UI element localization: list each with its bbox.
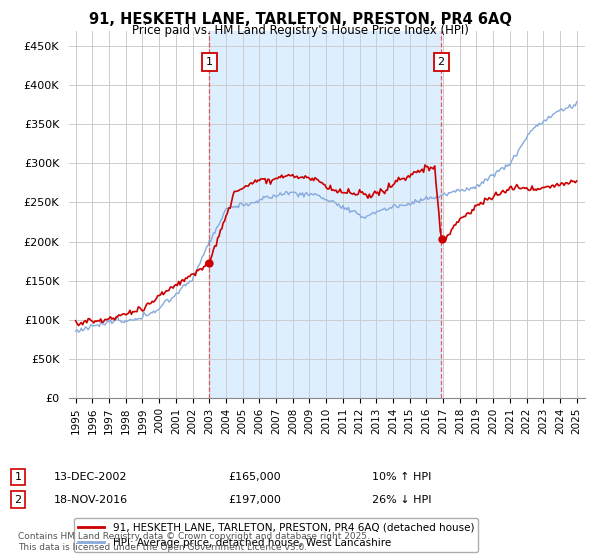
Text: £197,000: £197,000 [228, 494, 281, 505]
Text: £165,000: £165,000 [228, 472, 281, 482]
Text: Price paid vs. HM Land Registry's House Price Index (HPI): Price paid vs. HM Land Registry's House … [131, 24, 469, 36]
Bar [209, 31, 441, 398]
Text: 18-NOV-2016: 18-NOV-2016 [54, 494, 128, 505]
Text: 2: 2 [437, 57, 445, 67]
Text: 2: 2 [14, 494, 22, 505]
Legend: 91, HESKETH LANE, TARLETON, PRESTON, PR4 6AQ (detached house), HPI: Average pric: 91, HESKETH LANE, TARLETON, PRESTON, PR4… [74, 519, 478, 552]
Text: 1: 1 [14, 472, 22, 482]
Text: 26% ↓ HPI: 26% ↓ HPI [372, 494, 431, 505]
Text: Contains HM Land Registry data © Crown copyright and database right 2025.
This d: Contains HM Land Registry data © Crown c… [18, 532, 370, 552]
Text: 10% ↑ HPI: 10% ↑ HPI [372, 472, 431, 482]
Text: 13-DEC-2002: 13-DEC-2002 [54, 472, 128, 482]
Text: 1: 1 [206, 57, 213, 67]
Text: 91, HESKETH LANE, TARLETON, PRESTON, PR4 6AQ: 91, HESKETH LANE, TARLETON, PRESTON, PR4… [89, 12, 511, 27]
